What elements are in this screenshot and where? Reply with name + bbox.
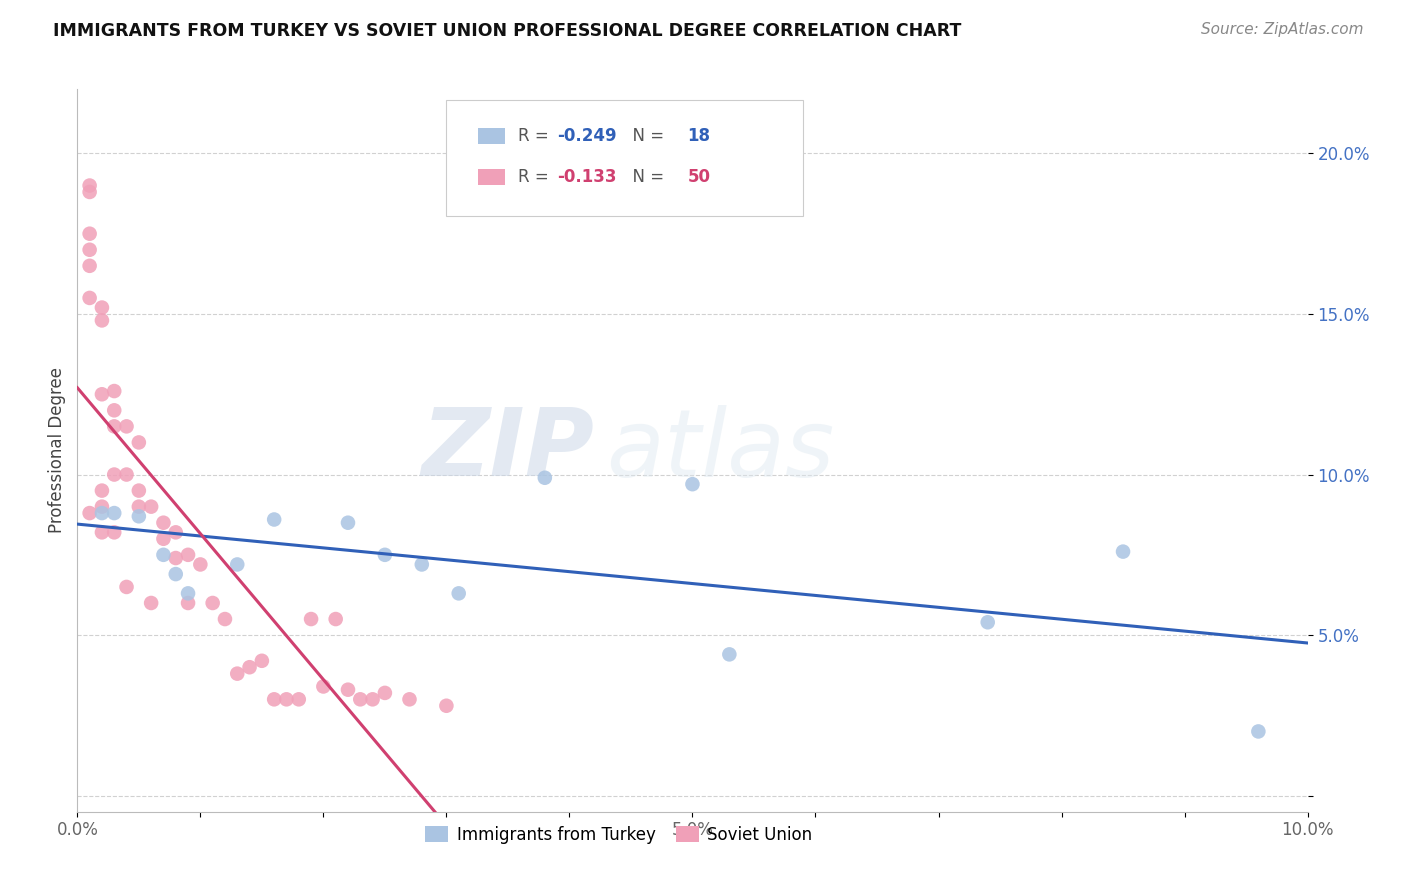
Text: Source: ZipAtlas.com: Source: ZipAtlas.com bbox=[1201, 22, 1364, 37]
Point bbox=[447, 586, 470, 600]
Text: R =: R = bbox=[517, 168, 554, 186]
FancyBboxPatch shape bbox=[478, 169, 506, 185]
Point bbox=[288, 692, 311, 706]
Point bbox=[361, 692, 384, 706]
Point bbox=[165, 567, 187, 582]
Text: ZIP: ZIP bbox=[422, 404, 595, 497]
Point bbox=[263, 512, 285, 526]
Point bbox=[177, 548, 200, 562]
Point bbox=[79, 178, 101, 193]
Point bbox=[436, 698, 458, 713]
Y-axis label: Professional Degree: Professional Degree bbox=[48, 368, 66, 533]
Point bbox=[128, 483, 150, 498]
Point bbox=[115, 419, 138, 434]
Point bbox=[79, 506, 101, 520]
Point bbox=[103, 403, 125, 417]
Point bbox=[239, 660, 262, 674]
Point bbox=[299, 612, 322, 626]
Point bbox=[276, 692, 298, 706]
Point bbox=[226, 558, 249, 572]
Point bbox=[398, 692, 420, 706]
Point bbox=[337, 516, 360, 530]
Point bbox=[103, 506, 125, 520]
Point bbox=[337, 682, 360, 697]
Point bbox=[718, 648, 741, 662]
Point bbox=[177, 586, 200, 600]
Point bbox=[250, 654, 273, 668]
Point bbox=[115, 467, 138, 482]
Text: -0.249: -0.249 bbox=[557, 128, 617, 145]
Point bbox=[312, 680, 335, 694]
Point bbox=[682, 477, 704, 491]
Point bbox=[79, 227, 101, 241]
Point bbox=[201, 596, 224, 610]
Point bbox=[103, 467, 125, 482]
Point bbox=[141, 500, 163, 514]
Point bbox=[103, 419, 125, 434]
Point bbox=[90, 301, 114, 315]
Point bbox=[165, 525, 187, 540]
Point bbox=[411, 558, 433, 572]
Point bbox=[1112, 544, 1135, 558]
Point bbox=[977, 615, 1000, 630]
Point bbox=[115, 580, 138, 594]
Point bbox=[79, 185, 101, 199]
Text: N =: N = bbox=[623, 128, 669, 145]
Point bbox=[128, 435, 150, 450]
Point bbox=[90, 313, 114, 327]
Point bbox=[90, 387, 114, 401]
Text: -0.133: -0.133 bbox=[557, 168, 617, 186]
Text: 18: 18 bbox=[688, 128, 710, 145]
Point bbox=[128, 500, 150, 514]
Point bbox=[128, 509, 150, 524]
Point bbox=[534, 471, 557, 485]
Point bbox=[1247, 724, 1270, 739]
Point bbox=[263, 692, 285, 706]
Point bbox=[325, 612, 347, 626]
Text: atlas: atlas bbox=[606, 405, 835, 496]
Point bbox=[79, 259, 101, 273]
Point bbox=[214, 612, 236, 626]
Point bbox=[103, 384, 125, 398]
Point bbox=[152, 548, 174, 562]
Point bbox=[90, 506, 114, 520]
Point bbox=[90, 500, 114, 514]
Point bbox=[141, 596, 163, 610]
Text: N =: N = bbox=[623, 168, 669, 186]
FancyBboxPatch shape bbox=[478, 128, 506, 145]
Point bbox=[79, 243, 101, 257]
Point bbox=[226, 666, 249, 681]
Point bbox=[152, 532, 174, 546]
Legend: Immigrants from Turkey, Soviet Union: Immigrants from Turkey, Soviet Union bbox=[419, 819, 818, 850]
Point bbox=[374, 548, 396, 562]
Point bbox=[177, 596, 200, 610]
Point bbox=[349, 692, 371, 706]
Point bbox=[374, 686, 396, 700]
Point bbox=[152, 516, 174, 530]
Text: 50: 50 bbox=[688, 168, 710, 186]
Point bbox=[79, 291, 101, 305]
Point bbox=[188, 558, 212, 572]
Point bbox=[103, 525, 125, 540]
Text: IMMIGRANTS FROM TURKEY VS SOVIET UNION PROFESSIONAL DEGREE CORRELATION CHART: IMMIGRANTS FROM TURKEY VS SOVIET UNION P… bbox=[53, 22, 962, 40]
FancyBboxPatch shape bbox=[447, 100, 803, 216]
Point bbox=[90, 483, 114, 498]
Text: R =: R = bbox=[517, 128, 554, 145]
Point bbox=[165, 551, 187, 566]
Point bbox=[90, 525, 114, 540]
